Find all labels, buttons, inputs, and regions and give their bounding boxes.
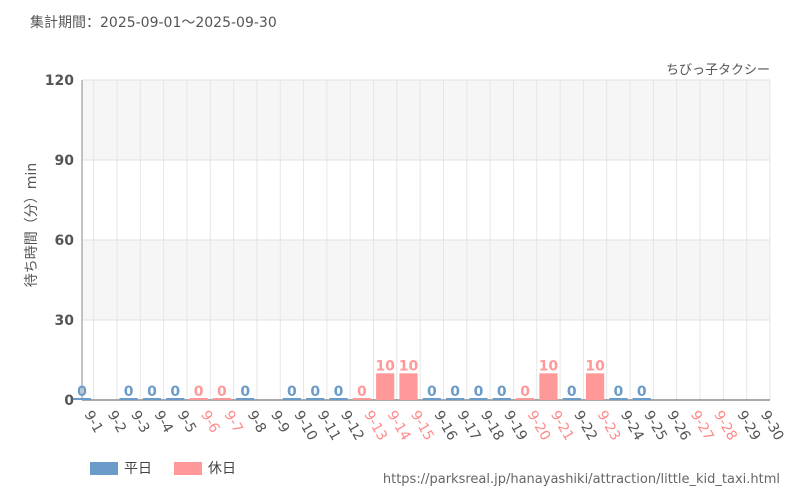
data-label: 10 bbox=[375, 358, 395, 374]
x-tick-label: 9-4 bbox=[151, 408, 176, 436]
bar bbox=[282, 398, 301, 400]
x-tick-label: 9-14 bbox=[384, 408, 414, 444]
data-label: 0 bbox=[357, 384, 367, 400]
data-label: 0 bbox=[450, 384, 460, 400]
x-tick-label: 9-6 bbox=[197, 408, 222, 436]
bar bbox=[376, 373, 395, 400]
data-label: 0 bbox=[334, 384, 344, 400]
data-label: 0 bbox=[194, 384, 204, 400]
bar bbox=[516, 398, 535, 400]
legend-label-holiday: 休日 bbox=[208, 461, 236, 477]
data-label: 0 bbox=[427, 384, 437, 400]
x-tick-label: 9-24 bbox=[617, 408, 647, 444]
x-tick-label: 9-2 bbox=[104, 408, 129, 436]
legend-label-weekday: 平日 bbox=[124, 461, 152, 477]
y-tick-label: 0 bbox=[64, 393, 74, 409]
data-label: 0 bbox=[474, 384, 484, 400]
legend-item-holiday: 休日 bbox=[174, 458, 236, 478]
data-label: 10 bbox=[539, 358, 559, 374]
x-tick-label: 9-12 bbox=[337, 408, 367, 444]
period-label: 集計期間：2025-09-01～2025-09-30 bbox=[30, 15, 277, 31]
bar bbox=[166, 398, 185, 400]
bar bbox=[399, 373, 418, 400]
bar bbox=[539, 373, 558, 400]
data-label: 0 bbox=[147, 384, 157, 400]
y-axis-label: 待ち時間（分）min bbox=[24, 163, 40, 287]
x-tick-label: 9-22 bbox=[570, 408, 600, 444]
data-label: 0 bbox=[497, 384, 507, 400]
x-tick-label: 9-27 bbox=[687, 408, 717, 444]
data-label: 10 bbox=[399, 358, 419, 374]
x-tick-label: 9-5 bbox=[174, 408, 199, 436]
bar bbox=[492, 398, 511, 400]
data-label: 0 bbox=[614, 384, 624, 400]
x-tick-label: 9-13 bbox=[360, 408, 390, 444]
bar bbox=[422, 398, 441, 400]
data-label: 0 bbox=[124, 384, 134, 400]
data-label: 0 bbox=[637, 384, 647, 400]
data-label: 0 bbox=[77, 384, 87, 400]
data-label: 0 bbox=[287, 384, 297, 400]
data-label: 0 bbox=[567, 384, 577, 400]
data-label: 0 bbox=[520, 384, 530, 400]
bar bbox=[236, 398, 255, 400]
x-tick-label: 9-25 bbox=[640, 408, 670, 444]
bar bbox=[189, 398, 208, 400]
data-label: 0 bbox=[217, 384, 227, 400]
x-tick-label: 9-1 bbox=[81, 408, 106, 436]
data-label: 0 bbox=[170, 384, 180, 400]
data-label: 0 bbox=[240, 384, 250, 400]
bar bbox=[469, 398, 488, 400]
y-tick-label: 60 bbox=[55, 233, 75, 249]
bar bbox=[306, 398, 325, 400]
x-tick-label: 9-15 bbox=[407, 408, 437, 444]
x-tick-label: 9-11 bbox=[314, 408, 344, 444]
x-tick-label: 9-17 bbox=[454, 408, 484, 444]
x-tick-label: 9-18 bbox=[477, 408, 507, 444]
plot-band bbox=[82, 240, 770, 320]
x-tick-label: 9-9 bbox=[267, 408, 292, 436]
bar bbox=[352, 398, 371, 400]
bar bbox=[329, 398, 348, 400]
legend: 平日 休日 bbox=[90, 458, 236, 478]
bar bbox=[142, 398, 162, 400]
x-tick-label: 9-8 bbox=[244, 408, 269, 436]
bar bbox=[609, 398, 628, 400]
x-tick-label: 9-19 bbox=[500, 408, 530, 444]
y-tick-label: 90 bbox=[55, 153, 75, 169]
bar bbox=[212, 398, 232, 400]
x-tick-label: 9-20 bbox=[524, 408, 554, 444]
x-tick-label: 9-30 bbox=[757, 408, 787, 444]
data-label: 0 bbox=[310, 384, 320, 400]
legend-swatch-weekday bbox=[90, 461, 118, 475]
source-url: https://parksreal.jp/hanayashiki/attract… bbox=[382, 472, 780, 487]
legend-swatch-holiday bbox=[174, 461, 202, 475]
x-tick-label: 9-28 bbox=[710, 408, 740, 444]
plot-band bbox=[82, 80, 770, 160]
y-tick-label: 30 bbox=[55, 313, 75, 329]
bar bbox=[72, 398, 92, 400]
bar bbox=[632, 398, 651, 400]
x-tick-label: 9-26 bbox=[664, 408, 694, 444]
x-tick-label: 9-29 bbox=[734, 408, 764, 444]
x-tick-label: 9-3 bbox=[127, 408, 152, 436]
x-tick-label: 9-7 bbox=[220, 408, 245, 436]
legend-item-weekday: 平日 bbox=[90, 458, 152, 478]
bar bbox=[446, 398, 465, 400]
x-tick-label: 9-21 bbox=[547, 408, 577, 444]
x-tick-label: 9-23 bbox=[594, 408, 624, 444]
bar bbox=[119, 398, 138, 400]
bar bbox=[585, 373, 605, 400]
data-label: 10 bbox=[585, 358, 605, 374]
chart-title: ちびっ子タクシー bbox=[666, 63, 770, 78]
y-tick-label: 120 bbox=[45, 73, 74, 89]
bar bbox=[562, 398, 581, 400]
x-tick-label: 9-16 bbox=[430, 408, 460, 444]
x-tick-label: 9-10 bbox=[290, 408, 320, 444]
